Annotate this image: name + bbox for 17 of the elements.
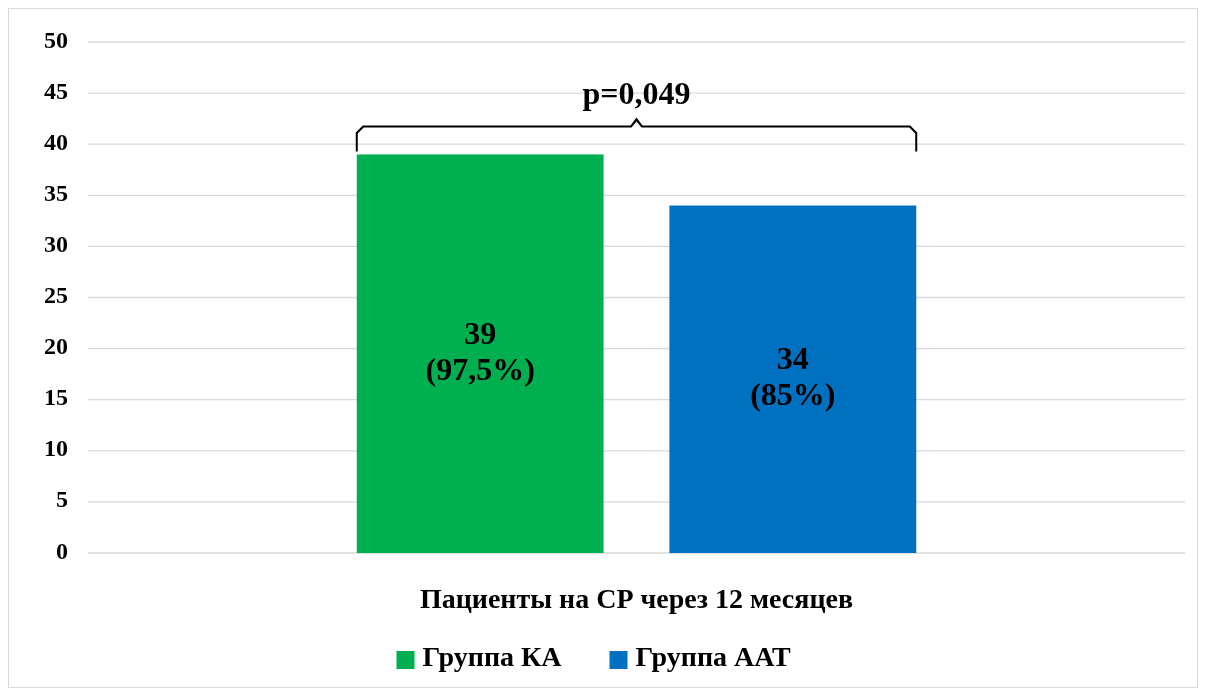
legend-label: Группа КА: [422, 641, 563, 673]
y-tick-label: 35: [44, 179, 68, 206]
y-tick-label: 0: [56, 537, 68, 564]
x-tick-label: Пациенты на СР через 12 месяцев: [419, 583, 854, 614]
annotation: p=0,049: [582, 75, 691, 112]
y-tick-label: 40: [44, 128, 68, 155]
y-tick-label: 10: [44, 435, 68, 462]
data-label: 39 (97,5%): [425, 315, 535, 388]
legend-label: Группа ААТ: [635, 641, 791, 673]
y-tick-label: 45: [44, 77, 68, 104]
y-tick-label: 30: [44, 230, 68, 257]
y-tick-label: 25: [44, 282, 68, 309]
y-tick-label: 15: [44, 384, 68, 411]
data-label: 34 (85%): [750, 340, 836, 413]
y-tick-label: 50: [44, 26, 68, 53]
y-tick-label: 20: [44, 333, 68, 360]
y-tick-label: 5: [56, 486, 68, 513]
